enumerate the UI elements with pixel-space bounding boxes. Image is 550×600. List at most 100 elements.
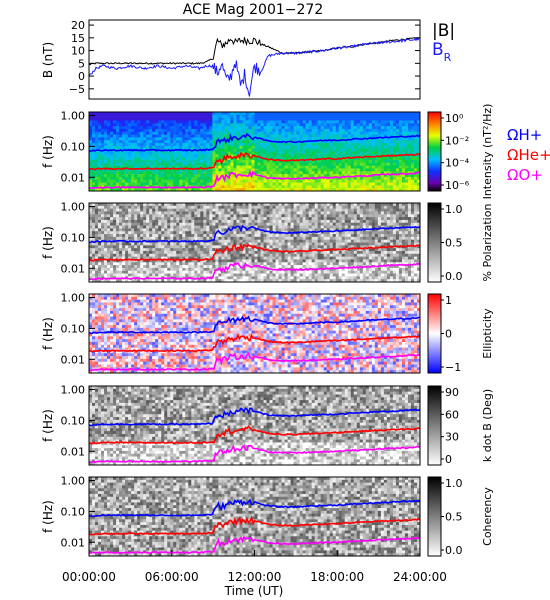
line-ylabel-text: B (nT) xyxy=(41,42,55,78)
panel-polarization: 1.00 0.10 0.01 f (Hz) 1.0 0.5 0.0 % Polarizatio… xyxy=(41,201,494,283)
panel-ellipticity-ytick-label-2: 0.01 xyxy=(61,353,86,366)
panel-intensity-colorbar-label: Intensity (nT²/Hz) xyxy=(481,104,494,200)
legend-omega-o-main: ΩO+ xyxy=(507,166,543,184)
panel-coherency-ytick-label-0: 1.00 xyxy=(61,475,86,488)
gyro-line-O-intensity xyxy=(89,170,420,190)
panel-kdotb-cbtick-label-2: 30 xyxy=(445,431,459,444)
panel-kdotb-cbtick-label-0: 90 xyxy=(445,386,459,399)
panel-kdotb: 1.00 0.10 0.01 f (Hz) 90 60 30 0 k dot B (Deg) xyxy=(41,384,494,466)
chart-title: ACE Mag 2001−272 xyxy=(183,2,323,18)
gyro-line-H-coherency xyxy=(89,498,420,518)
gyro-line-H-ellipticity xyxy=(89,315,420,335)
panel-kdotb-ytick-label-0: 1.00 xyxy=(61,384,86,397)
panel-intensity-ytick-label-1: 0.10 xyxy=(61,140,86,153)
line-ytick-label-0: 20 xyxy=(71,19,85,32)
panel-polarization-ytick-label-0: 1.00 xyxy=(61,201,86,214)
panel-ellipticity-cbtick-label-2: −1 xyxy=(445,361,461,374)
panel-ellipticity-cbtick-label-1: 0 xyxy=(445,328,452,341)
gyro-line-H-kdotb xyxy=(89,407,420,427)
panel-intensity-cbtick-label-2: 10⁻⁴ xyxy=(445,157,470,170)
panel-ellipticity-frame xyxy=(88,293,421,374)
panel-kdotb-ylabel: f (Hz) xyxy=(41,409,55,442)
line-ytick-label-2: 10 xyxy=(71,45,85,58)
ion-legend: ΩH+ ΩHe+ ΩO+ xyxy=(507,126,550,184)
panel-intensity-cbtick-label-3: 10⁻⁶ xyxy=(445,179,470,192)
x-axis-ticks: 00:00:00 06:00:00 12:00:00 18:00:00 24:00:00 xyxy=(62,550,447,584)
line-ytick-label-4: 0 xyxy=(78,70,85,83)
panel-intensity-frame xyxy=(88,111,421,192)
gyro-line-He-intensity xyxy=(89,151,420,171)
panel-polarization-cbtick-label-0: 1.0 xyxy=(445,203,463,216)
panel-polarization-cbtick-label-2: 0.0 xyxy=(445,270,463,283)
line-ylabel: B (nT) xyxy=(41,42,55,78)
gyro-line-He-polarization xyxy=(89,243,420,262)
gyro-line-He-kdotb xyxy=(89,425,420,445)
panel-coherency-image xyxy=(89,477,420,556)
x-axis-label: Time (UT) xyxy=(224,584,284,598)
gyro-line-H-intensity xyxy=(89,132,420,152)
panel-polarization-ylabel: f (Hz) xyxy=(41,226,55,259)
legend-magnitude: |B| xyxy=(432,21,455,41)
xtick-label-2: 12:00:00 xyxy=(228,570,282,584)
line-ytick-label-5: −5 xyxy=(69,83,85,96)
gyro-line-O-ellipticity xyxy=(89,352,420,372)
panel-intensity-ylabel: f (Hz) xyxy=(41,135,55,168)
panel-coherency-ylabel: f (Hz) xyxy=(41,500,55,533)
panel-ellipticity-ytick-label-1: 0.10 xyxy=(61,322,86,335)
panel-coherency: 1.00 0.10 0.01 f (Hz) 1.0 0.5 0.0 Coherency xyxy=(41,475,494,557)
panel-polarization-image xyxy=(89,203,420,282)
panel-coherency-colorbar xyxy=(427,476,442,557)
panel-polarization-colorbar-label: % Polarization xyxy=(481,204,494,282)
panel-kdotb-cbtick-label-1: 60 xyxy=(445,408,459,421)
gyro-line-O-kdotb xyxy=(89,444,420,464)
panel-intensity-ytick-label-0: 1.00 xyxy=(61,110,86,123)
series-line-BR xyxy=(89,37,420,97)
panel-kdotb-cbtick-label-3: 0 xyxy=(445,453,452,466)
legend-br-main: B xyxy=(432,40,444,60)
panel-kdotb-image xyxy=(89,386,420,465)
legend-br: BR xyxy=(432,40,452,64)
panel-intensity-colorbar xyxy=(427,111,442,192)
panel-kdotb-colorbar xyxy=(427,385,442,466)
gyro-line-He-ellipticity xyxy=(89,333,420,353)
panel-coherency-colorbar-label: Coherency xyxy=(481,487,494,546)
legend-omega-h-main: ΩH+ xyxy=(507,126,542,144)
xtick-label-1: 06:00:00 xyxy=(145,570,199,584)
panel-coherency-cbtick-label-1: 0.5 xyxy=(445,511,463,524)
panel-coherency-ytick-label-2: 0.01 xyxy=(61,536,86,549)
panel-coherency-cbtick-label-2: 0.0 xyxy=(445,544,463,557)
gyro-line-O-polarization xyxy=(89,262,420,281)
panel-ellipticity-image xyxy=(89,294,420,373)
panel-kdotb-ytick-label-1: 0.10 xyxy=(61,414,86,427)
legend-br-sub: R xyxy=(444,51,452,64)
panel-intensity-cbtick-label-1: 10⁻² xyxy=(445,134,469,147)
xtick-label-4: 24:00:00 xyxy=(393,570,447,584)
panel-polarization-ytick-label-2: 0.01 xyxy=(61,262,86,275)
line-ytick-label-1: 15 xyxy=(71,32,85,45)
panel-polarization-frame xyxy=(88,202,421,283)
panel-ellipticity: 1.00 0.10 0.01 f (Hz) 1 0 −1 Ellipticity xyxy=(41,292,494,374)
gyro-line-H-polarization xyxy=(89,224,420,244)
xtick-label-0: 00:00:00 xyxy=(62,570,116,584)
xtick-label-3: 18:00:00 xyxy=(310,570,364,584)
gyro-line-O-coherency xyxy=(89,535,420,555)
panel-ellipticity-colorbar-label: Ellipticity xyxy=(481,308,494,359)
line-series-group xyxy=(89,36,420,97)
panel-ellipticity-cbtick-label-0: 1 xyxy=(445,294,452,307)
panel-intensity-cbtick-label-0: 10⁰ xyxy=(445,112,464,125)
line-ytick-label-3: 5 xyxy=(78,57,85,70)
panel-polarization-colorbar xyxy=(427,202,442,283)
panel-kdotb-frame xyxy=(88,385,421,466)
panel-intensity-image xyxy=(89,112,420,191)
panel-ellipticity-ytick-label-0: 1.00 xyxy=(61,292,86,305)
panel-kdotb-colorbar-label: k dot B (Deg) xyxy=(481,389,494,462)
legend-omega-he-main: ΩHe+ xyxy=(507,146,550,164)
legend-omega-h: ΩH+ xyxy=(507,126,542,144)
panel-ellipticity-ylabel: f (Hz) xyxy=(41,317,55,350)
panel-intensity: 1.00 0.10 0.01 f (Hz) 10⁰ 10⁻² 10⁻⁴ 10⁻⁶ Intensi… xyxy=(41,104,494,200)
panel-coherency-cbtick-label-0: 1.0 xyxy=(445,477,463,490)
